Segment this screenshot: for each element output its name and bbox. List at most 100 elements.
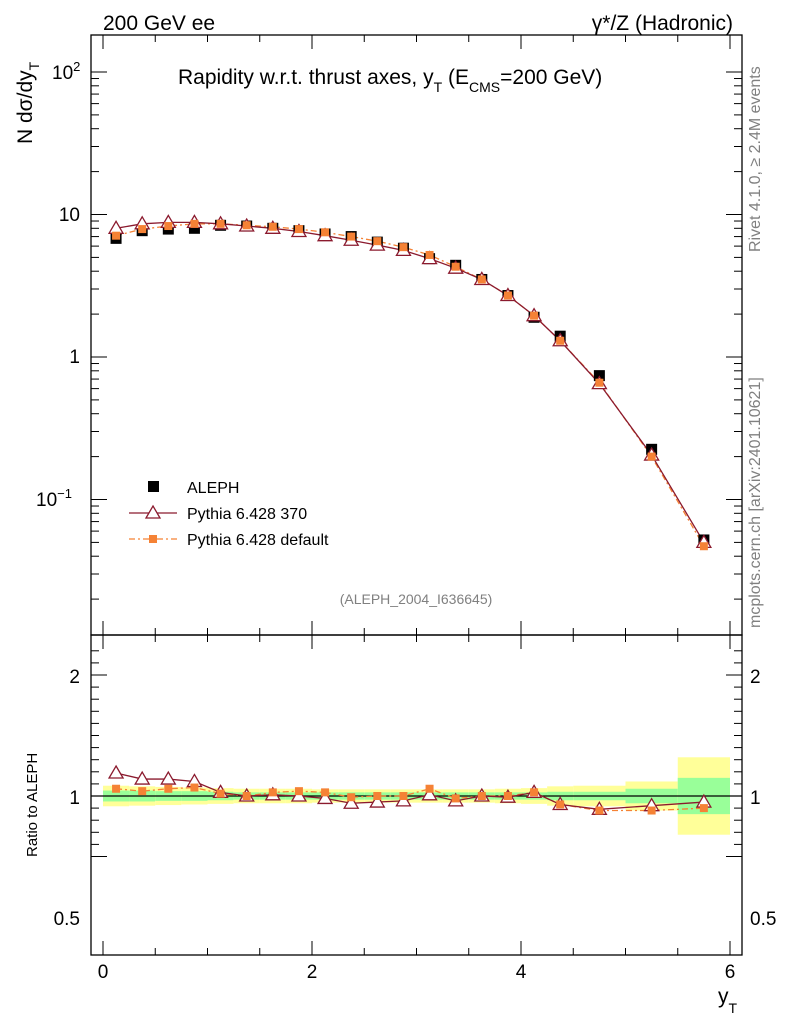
pythia-default-point: [216, 219, 225, 228]
ratio-axis-ticks: [91, 635, 742, 955]
main-title: Rapidity w.r.t. thrust axes, yT (ECMS=20…: [178, 66, 602, 95]
ratio-pythia-default-point: [347, 793, 356, 802]
ratio-ytick-2: 2: [69, 667, 80, 688]
ratio-uncertainty-bands: [91, 757, 742, 835]
main-ylabel-sub: T: [26, 61, 42, 70]
ratio-ylabel: Ratio to ALEPH: [24, 753, 41, 857]
pythia-default-point: [477, 275, 486, 284]
pythia-default-point: [347, 232, 356, 241]
title-open: (E: [442, 66, 469, 89]
x-axis-label-sub: T: [729, 1000, 738, 1016]
pythia-default-point: [190, 219, 199, 228]
ratio-pythia-default-point: [373, 792, 382, 800]
title-close: =200 GeV): [500, 66, 602, 89]
title-sub2: CMS: [469, 79, 500, 95]
main-axis-ticks: [91, 35, 742, 635]
ytick-01-exp: −1: [57, 486, 72, 501]
ytick-100-exp: 2: [73, 59, 80, 74]
ytick-01-base: 10: [36, 490, 57, 511]
ratio-pythia370-point: [134, 770, 151, 785]
ytick-label-0.1: 10−1: [36, 486, 72, 511]
ytick-label-10: 10: [59, 205, 80, 226]
main-ylabel-text: N dσ/dy: [14, 70, 37, 144]
title-main: Rapidity w.r.t. thrust axes, y: [178, 66, 434, 89]
pythia-default-point: [699, 542, 708, 551]
ratio-pythia-default-point: [294, 787, 303, 796]
mcplots-label: mcplots.cern.ch [arXiv:2401.10621]: [747, 377, 764, 628]
ratio-pythia-default-point: [164, 784, 173, 793]
ratio-pythia-default-point: [699, 804, 708, 813]
pythia-default-point: [268, 222, 277, 231]
pythia-default-point: [138, 225, 147, 234]
aleph-point: [188, 222, 200, 234]
xtick-0: 0: [98, 962, 109, 983]
rivet-label: Rivet 4.1.0, ≥ 2.4M events: [747, 66, 764, 252]
ratio-pythia-default-point: [216, 789, 225, 798]
ratio-ytick-0.5-right: 0.5: [750, 909, 776, 930]
ratio-pythia-default-point: [595, 806, 604, 815]
ratio-ytick-0.5: 0.5: [54, 909, 80, 930]
ratio-pythia-default-point: [503, 792, 512, 800]
ratio-pythia-default-point: [112, 784, 121, 793]
pythia-default-point: [647, 452, 656, 461]
ytick-100-base: 10: [52, 63, 73, 84]
ratio-ytick-1-right: 1: [750, 788, 761, 809]
xtick-2: 2: [307, 962, 318, 983]
pythia-default-point: [112, 231, 121, 240]
legend-label-pythia-default: Pythia 6.428 default: [187, 532, 329, 549]
pythia-default-point: [242, 221, 251, 230]
ratio-pythia-default-point: [399, 792, 408, 800]
pythia-default-point: [451, 262, 460, 271]
ratio-pythia-default-point: [477, 792, 486, 800]
ratio-pythia370-point: [343, 794, 360, 809]
pythia-default-point: [399, 243, 408, 252]
xtick-4: 4: [516, 962, 527, 983]
ratio-series: [107, 764, 713, 815]
header-left: 200 GeV ee: [103, 12, 215, 35]
ratio-pythia-default-point: [425, 784, 434, 793]
ytick-label-1: 1: [69, 347, 80, 368]
legend-marker-pythia-default: [149, 535, 157, 543]
xtick-6: 6: [725, 962, 736, 983]
ratio-pythia370-point: [107, 764, 125, 779]
ratio-ytick-2-right: 2: [750, 667, 761, 688]
ratio-pythia-default-point: [556, 800, 565, 809]
pythia-default-point: [556, 336, 565, 345]
pythia-default-point: [425, 250, 434, 259]
main-series: [107, 214, 713, 551]
ratio-pythia370-point: [369, 793, 386, 808]
main-ylabel: N dσ/dyT: [14, 61, 42, 144]
pythia-default-point: [530, 311, 539, 320]
analysis-watermark: (ALEPH_2004_I636645): [340, 591, 493, 607]
ratio-pythia-default-point: [242, 792, 251, 800]
legend-marker-aleph: [148, 481, 159, 492]
ratio-pythia-default-point: [451, 794, 460, 803]
pythia-default-point: [321, 228, 330, 237]
pythia-default-point: [373, 237, 382, 246]
x-axis-label: yT: [718, 985, 738, 1016]
ratio-pythia370-point: [421, 786, 438, 801]
ratio-pythia-default-point: [647, 806, 656, 815]
pythia-default-point: [503, 291, 512, 300]
title-sub: T: [434, 79, 443, 95]
ratio-pythia-default-point: [138, 787, 147, 796]
ratio-pythia370-point: [316, 790, 334, 805]
x-axis-label-main: y: [718, 985, 729, 1008]
ratio-pythia-default-point: [190, 783, 199, 792]
legend: ALEPH Pythia 6.428 370 Pythia 6.428 defa…: [129, 480, 329, 549]
legend-marker-pythia370: [144, 504, 162, 519]
ratio-ytick-1: 1: [69, 788, 80, 809]
ratio-pythia-default-point: [321, 788, 330, 797]
ratio-pythia-default-line: [116, 786, 704, 812]
ratio-pythia-default-point: [268, 788, 277, 797]
header-right: γ*/Z (Hadronic): [592, 12, 733, 35]
ratio-pythia-default-point: [530, 788, 539, 797]
pythia-default-point: [164, 222, 173, 231]
ratio-pythia370-point: [160, 770, 177, 785]
legend-label-pythia370: Pythia 6.428 370: [187, 506, 307, 523]
ytick-label-100: 102: [52, 59, 80, 84]
pythia-default-point: [294, 225, 303, 234]
legend-label-aleph: ALEPH: [187, 480, 239, 497]
pythia-default-line: [115, 223, 705, 547]
